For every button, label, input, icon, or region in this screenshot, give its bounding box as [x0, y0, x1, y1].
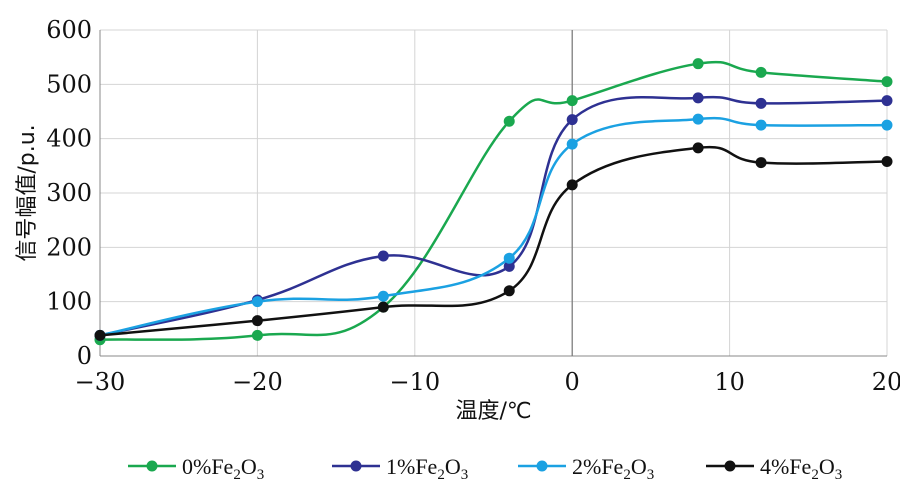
series-3: [94, 142, 893, 341]
series-line: [99, 116, 888, 337]
x-tick-label: −30: [75, 368, 126, 396]
data-point: [566, 114, 578, 126]
legend-item: 1%Fe2O3: [332, 454, 468, 483]
legend-item: 4%Fe2O3: [706, 454, 842, 483]
series-line: [99, 60, 888, 341]
data-point: [251, 329, 263, 341]
legend-marker: [724, 460, 736, 472]
data-point: [94, 329, 106, 341]
legend-label: 4%Fe2O3: [760, 454, 842, 483]
data-point: [566, 95, 578, 107]
y-tick-label: 100: [46, 288, 92, 316]
legend-label: 1%Fe2O3: [386, 454, 468, 483]
data-point: [755, 119, 767, 131]
series-group: [94, 58, 893, 346]
legend-item: 0%Fe2O3: [128, 454, 264, 483]
data-point: [692, 113, 704, 125]
data-point: [755, 66, 767, 78]
data-point: [251, 315, 263, 327]
data-point: [503, 285, 515, 297]
y-axis-label: 信号幅值/p.u.: [15, 124, 40, 261]
data-point: [692, 58, 704, 70]
legend-label: 2%Fe2O3: [572, 454, 654, 483]
series-1: [94, 92, 893, 341]
legend: 0%Fe2O3 1%Fe2O3 2%Fe2O3 4%Fe2O3: [128, 454, 842, 483]
data-point: [503, 260, 515, 272]
series-2: [94, 113, 893, 341]
y-tick-label: 0: [77, 342, 92, 370]
data-point: [377, 301, 389, 313]
series-line: [99, 145, 888, 337]
data-point: [503, 115, 515, 127]
data-point: [377, 250, 389, 262]
x-tick-label: −20: [232, 368, 283, 396]
legend-marker: [536, 460, 548, 472]
y-tick-label: 500: [46, 70, 92, 98]
data-point: [251, 296, 263, 308]
tick-labels: 0 100 200 300 400 500 600 −30 −20 −10 0 10 20: [46, 16, 900, 396]
y-tick-label: 300: [46, 179, 92, 207]
x-tick-label: 20: [872, 368, 900, 396]
legend-item: 2%Fe2O3: [518, 454, 654, 483]
data-point: [755, 97, 767, 109]
data-point: [755, 157, 767, 169]
data-point: [566, 179, 578, 191]
legend-marker: [350, 460, 362, 472]
data-point: [881, 76, 893, 88]
data-point: [377, 290, 389, 302]
legend-marker: [146, 460, 158, 472]
data-point: [881, 155, 893, 167]
data-point: [503, 252, 515, 264]
x-tick-label: 0: [565, 368, 580, 396]
y-tick-label: 200: [46, 233, 92, 261]
data-point: [881, 119, 893, 131]
x-tick-label: 10: [714, 368, 745, 396]
data-point: [692, 142, 704, 154]
x-tick-label: −10: [389, 368, 440, 396]
data-point: [881, 95, 893, 107]
data-point: [692, 92, 704, 104]
y-tick-label: 600: [46, 16, 92, 44]
legend-label: 0%Fe2O3: [182, 454, 264, 483]
data-point: [566, 138, 578, 150]
axes: [99, 30, 887, 357]
y-tick-label: 400: [46, 125, 92, 153]
x-axis-label: 温度/℃: [455, 399, 531, 424]
grid-lines: [99, 29, 888, 357]
